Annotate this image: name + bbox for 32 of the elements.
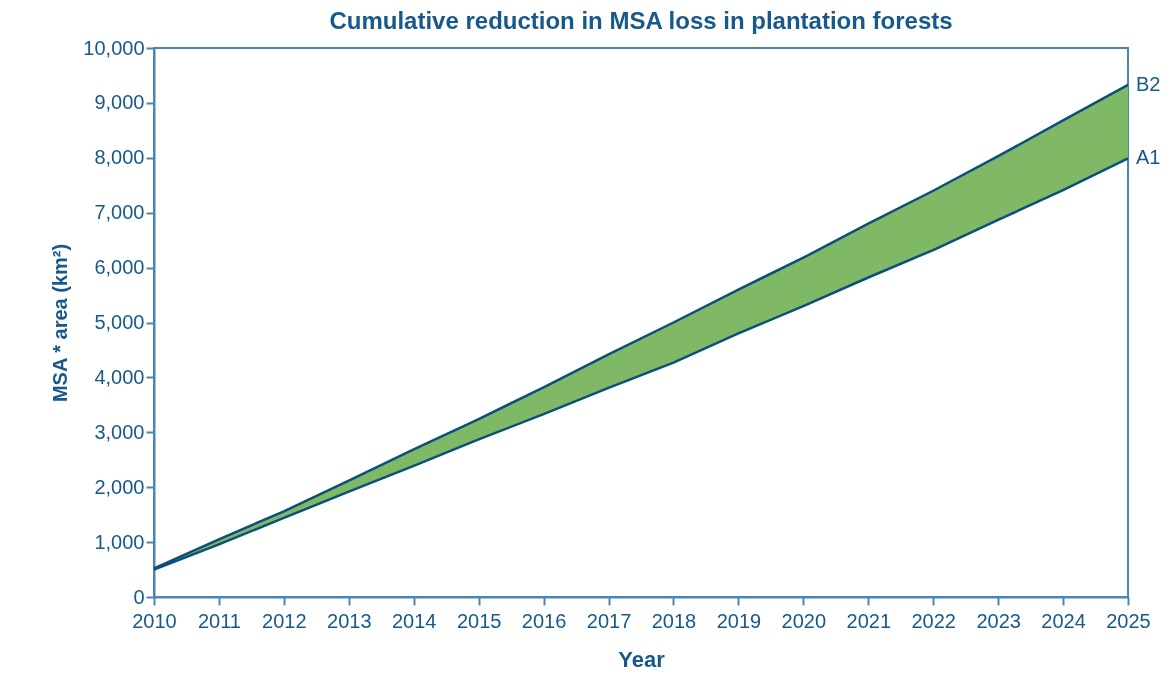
y-tick-label: 7,000 [94,201,145,224]
x-tick-label: 2023 [976,609,1021,632]
y-tick-label: 1,000 [94,530,145,553]
x-tick-label: 2017 [586,609,632,632]
x-axis-title: Year [618,646,666,672]
x-tick-label: 2014 [391,609,437,632]
y-tick-label: 10,000 [83,36,145,59]
y-axis-title: MSA * area (km²) [49,243,72,403]
series-label: B2 [1136,72,1161,95]
y-tick-label: 3,000 [94,420,145,443]
y-tick-label: 8,000 [94,146,145,169]
x-tick-label: 2016 [521,609,567,632]
x-tick-label: 2010 [132,609,177,632]
series-label: A1 [1136,146,1161,169]
y-tick-label: 5,000 [94,311,145,333]
x-tick-label: 2018 [651,609,697,632]
x-tick-label: 2019 [716,609,762,632]
x-tick-label: 2021 [846,609,892,632]
x-tick-label: 2022 [911,609,956,632]
y-tick-label: 6,000 [94,256,145,279]
x-tick-label: 2012 [262,609,307,632]
x-tick-label: 2024 [1041,609,1086,632]
x-tick-label: 2025 [1106,609,1151,632]
y-tick-label: 2,000 [94,475,145,498]
x-tick-label: 2015 [456,609,502,632]
y-tick-label: 4,000 [94,365,145,388]
x-tick-label: 2011 [197,609,241,632]
x-tick-label: 2020 [781,609,827,632]
x-tick-label: 2013 [327,609,372,632]
y-tick-label: 0 [133,585,145,608]
y-tick-label: 9,000 [94,91,145,114]
chart-title: Cumulative reduction in MSA loss in plantation forests [329,7,953,34]
